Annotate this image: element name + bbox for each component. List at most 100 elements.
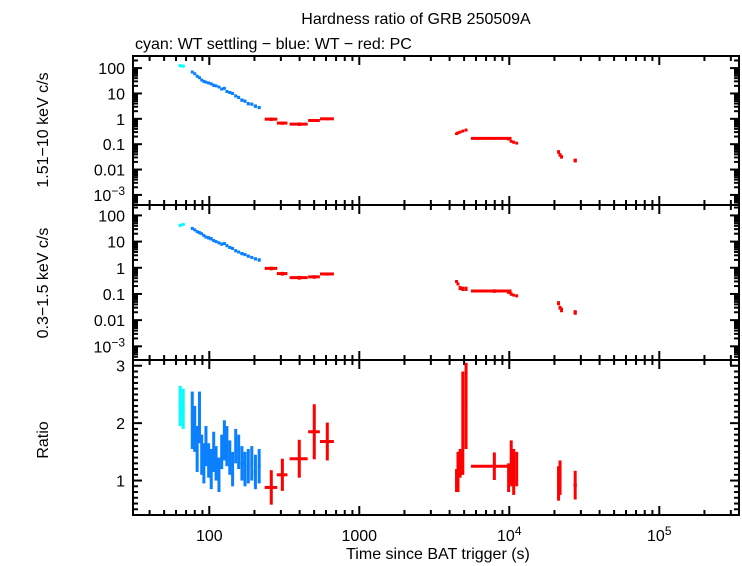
data-point (220, 434, 224, 470)
y-tick-label: 100 (98, 208, 125, 225)
chart-title: Hardness ratio of GRB 250509A (301, 11, 531, 28)
data-point (217, 241, 221, 245)
data-point (243, 451, 247, 487)
data-point (289, 439, 308, 478)
data-point (264, 117, 278, 122)
series-wt-settling (178, 222, 185, 227)
data-point (222, 420, 226, 461)
series-wt (190, 391, 261, 493)
y-tick-label: 2 (116, 416, 125, 433)
data-point (195, 230, 199, 234)
panel-3: 3 2 1 Ratio (35, 359, 740, 516)
data-point (458, 130, 462, 134)
y-tick-label: 1 (116, 112, 125, 129)
y-tick-label: 3 (116, 359, 125, 376)
panel-frame (132, 204, 740, 361)
data-point (225, 89, 229, 93)
x-tick-labels: 100 1000 104 105 (196, 524, 672, 545)
data-point (240, 446, 244, 481)
data-point (195, 74, 199, 78)
data-point (276, 271, 288, 276)
data-point (464, 362, 468, 449)
data-point (190, 391, 194, 449)
y-axis-label: 1.51−10 keV c/s (35, 72, 52, 187)
data-point (200, 232, 204, 236)
panel-frame (132, 55, 740, 206)
data-point (197, 391, 201, 444)
data-point (458, 286, 462, 291)
x-axis-label: Time since BAT trigger (s) (346, 546, 530, 563)
y-tick-label: 100 (98, 61, 125, 78)
chart-subtitle: cyan: WT settling − blue: WT − red: PC (135, 36, 412, 53)
data-point (319, 422, 334, 461)
data-point (217, 457, 221, 493)
y-tick-label: 1 (116, 474, 125, 491)
y-tick-label: 10−3 (94, 184, 126, 205)
data-point (178, 64, 182, 68)
data-point (237, 434, 241, 470)
data-point (308, 404, 320, 460)
data-point (512, 293, 516, 297)
x-tick-label: 105 (647, 524, 672, 545)
data-point (470, 289, 512, 293)
data-point (237, 95, 241, 100)
data-point (557, 150, 561, 154)
data-point (181, 388, 185, 429)
y-tick-label: 0.01 (94, 163, 125, 180)
data-point (319, 117, 334, 121)
data-point (212, 83, 216, 87)
data-point (461, 286, 465, 291)
data-point (264, 266, 278, 271)
data-point (225, 244, 229, 248)
data-point (250, 255, 254, 259)
data-point (289, 122, 308, 127)
data-point (509, 440, 513, 487)
data-point (220, 242, 224, 246)
data-point (456, 282, 460, 286)
y-tick-label: 1 (116, 261, 125, 278)
data-point (507, 463, 511, 493)
y-axis-label: 0.3−1.5 keV c/s (35, 228, 52, 339)
data-point (246, 102, 250, 106)
data-point (308, 118, 320, 122)
data-point (231, 91, 235, 95)
data-point (470, 452, 512, 480)
data-point (246, 448, 250, 484)
data-point (253, 104, 258, 108)
y-tick-label: 10−3 (94, 335, 126, 356)
data-point (195, 426, 199, 472)
data-point (276, 458, 288, 491)
data-point (197, 76, 201, 80)
x-tick-label: 1000 (341, 528, 377, 545)
data-point (455, 279, 459, 284)
data-point (456, 451, 460, 493)
data-point (181, 64, 185, 68)
data-point (209, 236, 213, 241)
data-point (509, 139, 513, 143)
y-tick-label: 10 (107, 86, 125, 103)
data-point (464, 128, 468, 132)
series-wt (190, 226, 261, 262)
data-point (512, 140, 516, 144)
data-point (507, 137, 511, 141)
panel-2: 100 10 1 0.1 0.01 10−3 0.3−1.5 keV c/s (35, 204, 740, 361)
y-tick-label: 0.1 (103, 137, 125, 154)
data-point (220, 87, 224, 91)
data-point (178, 385, 182, 427)
data-point (560, 155, 564, 159)
data-point (214, 84, 218, 88)
series-pc (264, 362, 577, 505)
data-point (237, 250, 241, 254)
data-point (190, 70, 194, 74)
data-point (560, 307, 564, 313)
data-point (193, 228, 197, 232)
data-point (456, 131, 460, 135)
data-point (276, 121, 288, 125)
data-point (458, 448, 462, 478)
data-point (264, 470, 278, 505)
data-point (240, 98, 244, 102)
data-point (253, 257, 258, 261)
data-point (212, 239, 216, 243)
data-point (515, 141, 519, 145)
